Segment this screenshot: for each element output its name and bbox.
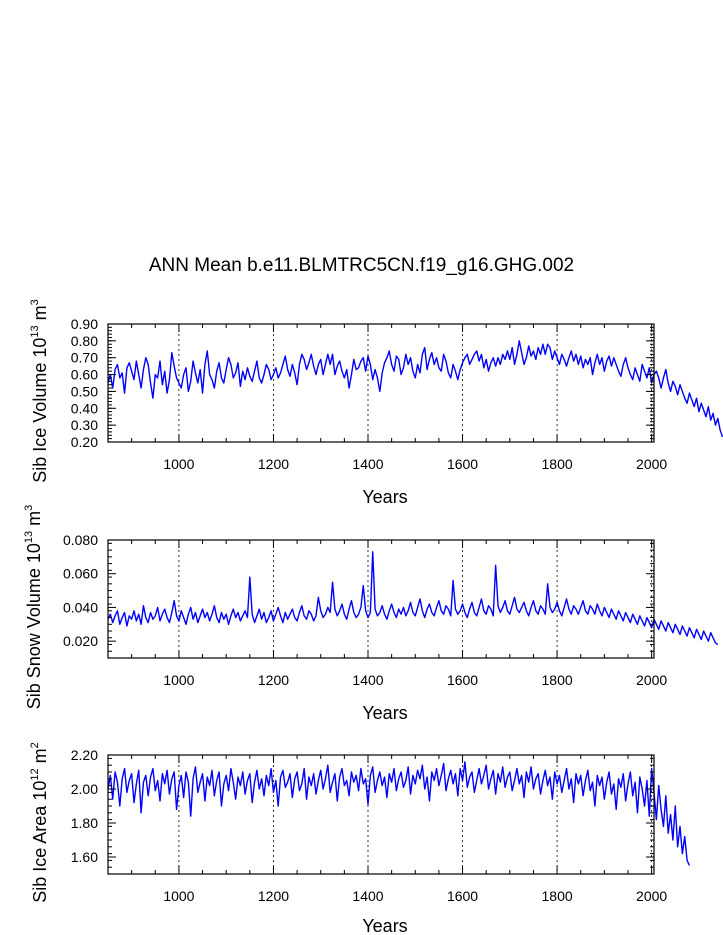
y-tick-label: 0.90 <box>71 316 98 332</box>
y-tick-label: 0.20 <box>71 434 98 450</box>
x-tick-label: 2000 <box>636 888 667 904</box>
x-tick-label: 1800 <box>542 888 573 904</box>
y-axis-title-unit: m <box>30 305 50 325</box>
y-tick-label: 0.30 <box>71 417 98 433</box>
y-tick-label: 0.40 <box>71 400 98 416</box>
y-axis-title-main: Sib Ice Volume 10 <box>30 338 50 483</box>
x-axis-title: Years <box>362 703 407 723</box>
y-tick-label: 0.040 <box>63 599 98 615</box>
panel-snow-volume: 1000 1200 1400 1600 1800 2000 0.020 0.040 0.060 0… <box>23 505 719 723</box>
x-tick-label: 2000 <box>636 672 667 688</box>
y-axis-title-main: Sib Ice Area 10 <box>30 781 50 903</box>
x-tick-label: 1000 <box>163 456 194 472</box>
y-axis-title-unit: m <box>30 748 50 768</box>
series-line <box>107 340 723 438</box>
x-tick-label: 1000 <box>163 672 194 688</box>
chart-title: ANN Mean b.e11.BLMTRC5CN.f19_g16.GHG.002 <box>148 255 575 276</box>
y-tick-label: 0.60 <box>71 367 98 383</box>
y-axis-title: Sib Ice Area 1012 m2 <box>29 742 50 902</box>
x-tick-label: 1200 <box>258 672 289 688</box>
x-tick-label: 1800 <box>542 456 573 472</box>
y-tick-label: 0.50 <box>71 383 98 399</box>
plot-frame <box>107 754 655 875</box>
y-axis-title: Sib Ice Volume 1013 m3 <box>29 299 50 482</box>
y-tick-label: 2.00 <box>71 781 98 797</box>
y-axis-title-unit: m <box>24 511 44 531</box>
y-tick-label: 0.80 <box>71 333 98 349</box>
y-axis-title-exp: 13 <box>29 325 41 337</box>
y-tick-label: 1.80 <box>71 815 98 831</box>
x-tick-label: 1000 <box>163 888 194 904</box>
series-line <box>107 551 719 646</box>
x-tick-label: 1800 <box>542 672 573 688</box>
x-tick-label: 1400 <box>352 456 383 472</box>
panel-ice-area: 1000 1200 1400 1600 1800 2000 1.60 1.80 2.00 2.20… <box>29 742 691 935</box>
y-axis-title-unit-exp: 3 <box>23 505 35 511</box>
y-axis-title: Sib Snow Volume 1013 m3 <box>23 505 44 709</box>
x-tick-label: 1600 <box>447 672 478 688</box>
x-tick-label: 1600 <box>447 888 478 904</box>
y-tick-label: 1.60 <box>71 849 98 865</box>
x-tick-label: 1400 <box>352 888 383 904</box>
y-axis-title-exp: 13 <box>23 531 35 543</box>
x-axis-title: Years <box>362 916 407 935</box>
x-tick-label: 1600 <box>447 456 478 472</box>
y-axis-title-unit-exp: 3 <box>29 299 41 305</box>
panel-ice-volume: 1000 1200 1400 1600 1800 2000 0.200.300.400.50… <box>29 299 723 507</box>
y-axis-title-unit-exp: 2 <box>29 742 41 748</box>
x-tick-label: 1400 <box>352 672 383 688</box>
y-tick-label: 2.20 <box>71 747 98 763</box>
y-tick-label: 0.060 <box>63 566 98 582</box>
plot-frame <box>107 323 655 443</box>
y-tick-label: 0.080 <box>63 532 98 548</box>
y-axis-title-main: Sib Snow Volume 10 <box>24 543 44 709</box>
x-tick-label: 1200 <box>258 456 289 472</box>
x-tick-label: 2000 <box>636 456 667 472</box>
x-axis-title: Years <box>362 487 407 507</box>
y-tick-label: 0.70 <box>71 350 98 366</box>
y-tick-label: 0.020 <box>63 633 98 649</box>
series-line <box>107 761 691 866</box>
plot-frame <box>107 539 655 659</box>
x-tick-label: 1200 <box>258 888 289 904</box>
y-axis-title-exp: 12 <box>29 768 41 780</box>
